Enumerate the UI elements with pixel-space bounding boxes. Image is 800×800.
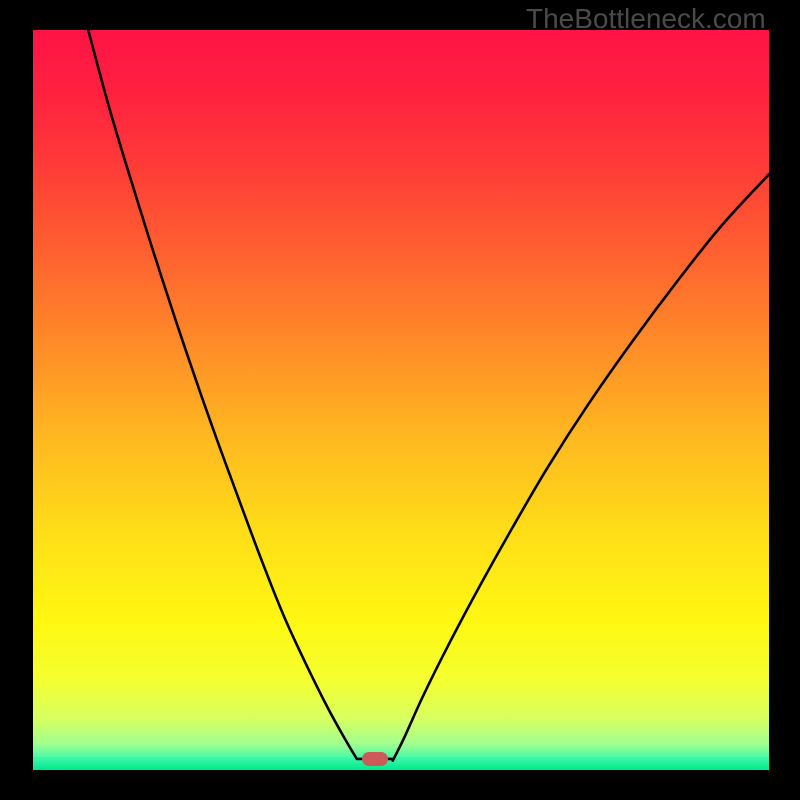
chart-root: { "frame": { "x": 0, "y": 0, "width": 80… (0, 0, 800, 800)
plot-area (33, 30, 769, 770)
curve-path (88, 30, 769, 761)
bottleneck-curve (33, 30, 769, 770)
optimal-point-marker (362, 752, 388, 766)
watermark-text: TheBottleneck.com (526, 3, 766, 35)
